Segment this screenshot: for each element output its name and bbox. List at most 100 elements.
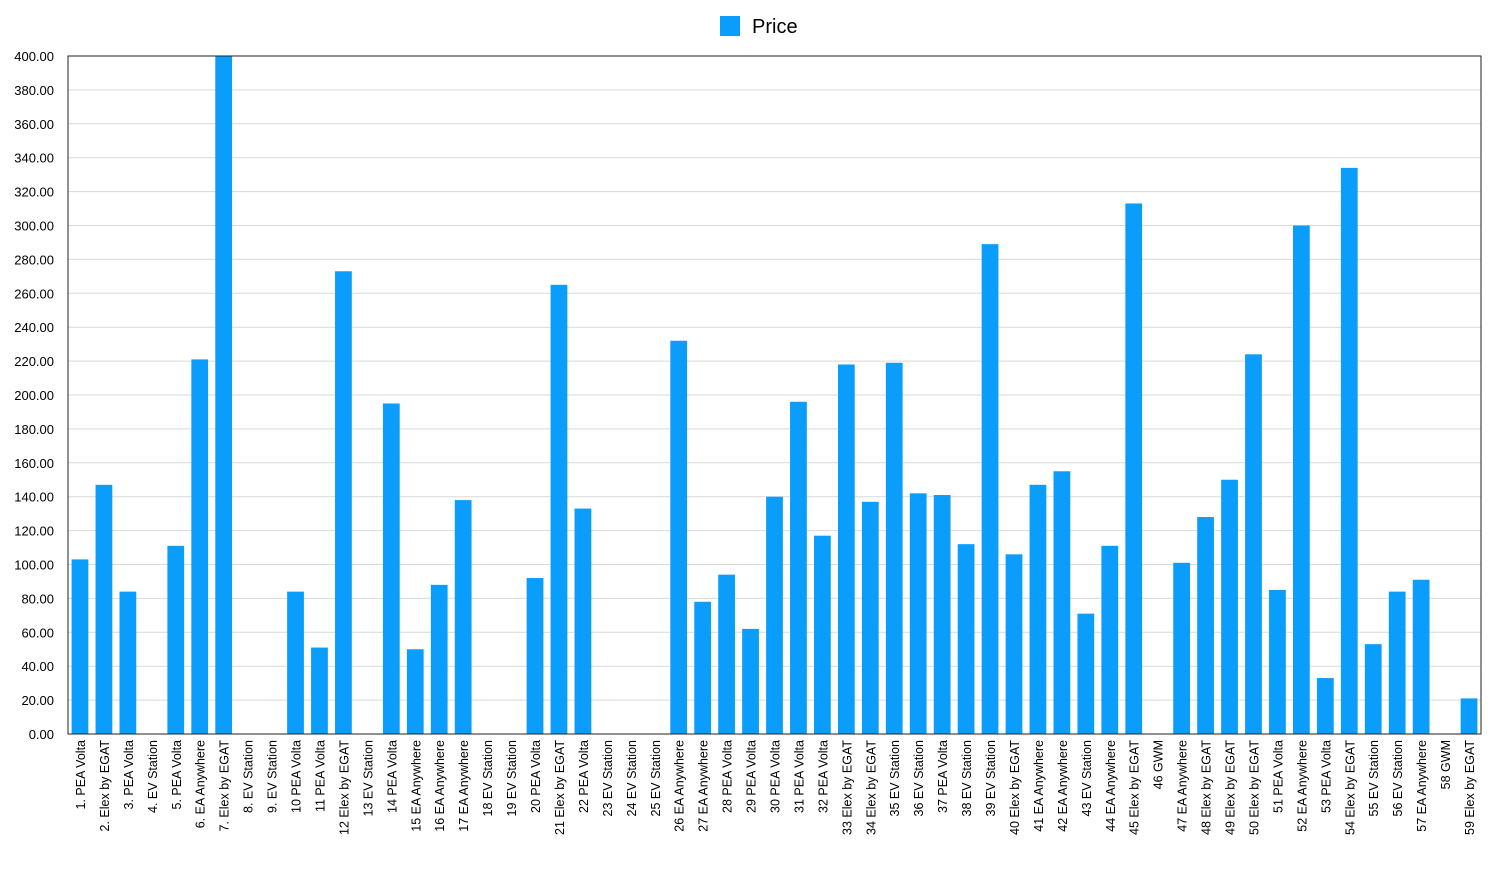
- x-tick-label: 23 EV Station: [601, 740, 615, 816]
- x-tick-label: 20 PEA Volta: [529, 740, 543, 813]
- x-tick-label: 59 Elex by EGAT: [1463, 740, 1477, 835]
- bar: [1053, 471, 1071, 734]
- bar: [1125, 203, 1143, 735]
- x-tick-label: 48 Elex by EGAT: [1200, 740, 1214, 835]
- x-tick-label: 46 GWM: [1152, 740, 1166, 789]
- y-tick-label: 260.00: [14, 286, 54, 301]
- x-tick-label: 12 Elex by EGAT: [337, 740, 351, 835]
- x-tick-label: 56 EV Station: [1391, 740, 1405, 816]
- y-tick-label: 360.00: [14, 117, 54, 132]
- x-tick-label: 27 EA Anywhere: [697, 740, 711, 832]
- bar: [550, 284, 568, 734]
- x-tick-label: 38 EV Station: [960, 740, 974, 816]
- y-tick-label: 120.00: [14, 524, 54, 539]
- x-tick-label: 52 EA Anywhere: [1295, 740, 1309, 832]
- plot-frame: [67, 55, 1482, 735]
- bar: [167, 545, 185, 734]
- x-tick-label: 33 Elex by EGAT: [840, 740, 854, 835]
- x-tick-label: 55 EV Station: [1367, 740, 1381, 816]
- y-tick-label: 320.00: [14, 185, 54, 200]
- legend-swatch: [720, 16, 740, 36]
- y-tick-label: 380.00: [14, 83, 54, 98]
- bar: [1269, 589, 1286, 734]
- y-tick-label: 240.00: [14, 320, 54, 335]
- bar: [1340, 167, 1358, 734]
- x-tick-label: 21 Elex by EGAT: [553, 740, 567, 835]
- x-tick-label: 57 EA Anywhere: [1415, 740, 1429, 832]
- bar: [311, 647, 328, 734]
- bar: [814, 535, 831, 734]
- y-tick-label: 40.00: [21, 659, 54, 674]
- x-tick-label: 18 EV Station: [481, 740, 495, 816]
- y-tick-label: 200.00: [14, 388, 54, 403]
- x-tick-label: 10 PEA Volta: [290, 740, 304, 813]
- bar: [861, 501, 879, 734]
- legend: Price: [720, 16, 798, 38]
- x-tick-label: 31 PEA Volta: [792, 740, 806, 813]
- bar: [1029, 484, 1047, 734]
- bar: [1412, 579, 1430, 734]
- bar: [1364, 644, 1382, 734]
- bar: [191, 359, 209, 734]
- bar: [287, 591, 304, 734]
- y-tick-label: 140.00: [14, 490, 54, 505]
- x-tick-label: 30 PEA Volta: [769, 740, 783, 813]
- x-tick-label: 40 Elex by EGAT: [1008, 740, 1022, 835]
- y-tick-label: 400.00: [14, 49, 54, 64]
- x-tick-label: 42 EA Anywhere: [1056, 740, 1070, 832]
- bar: [119, 591, 137, 734]
- bar: [718, 574, 735, 734]
- x-tick-label: 36 EV Station: [912, 740, 926, 816]
- x-tick-label: 43 EV Station: [1080, 740, 1094, 816]
- x-tick-label: 37 PEA Volta: [936, 740, 950, 813]
- x-tick-label: 14 PEA Volta: [385, 740, 399, 813]
- x-tick-label: 53 PEA Volta: [1319, 740, 1333, 813]
- bar: [1460, 698, 1478, 734]
- bar: [1005, 554, 1023, 734]
- bar: [526, 578, 544, 734]
- x-tick-label: 39 EV Station: [984, 740, 998, 816]
- bar: [95, 484, 113, 734]
- bar: [430, 584, 448, 734]
- x-tick-label: 50 Elex by EGAT: [1247, 740, 1261, 835]
- bar: [670, 340, 688, 734]
- bar: [1292, 225, 1310, 734]
- x-tick-label: 4. EV Station: [146, 740, 160, 813]
- y-tick-label: 340.00: [14, 151, 54, 166]
- bar: [694, 601, 712, 734]
- x-tick-label: 11 PEA Volta: [313, 740, 327, 812]
- x-tick-label: 15 EA Anywhere: [409, 740, 423, 832]
- bar: [1101, 545, 1119, 734]
- x-tick-label: 22 PEA Volta: [577, 740, 591, 813]
- bar: [933, 495, 951, 734]
- bar: [1173, 562, 1191, 734]
- bar: [957, 544, 975, 734]
- legend-label: Price: [752, 16, 798, 38]
- x-tick-label: 9. EV Station: [266, 740, 280, 813]
- y-tick-label: 300.00: [14, 219, 54, 234]
- x-tick-label: 13 EV Station: [361, 740, 375, 816]
- x-tick-label: 1. PEA Volta: [74, 740, 88, 810]
- bar: [766, 496, 783, 734]
- x-tick-label: 7. Elex by EGAT: [218, 740, 232, 832]
- x-tick-label: 19 EV Station: [505, 740, 519, 816]
- x-tick-label: 45 Elex by EGAT: [1128, 740, 1142, 835]
- bar: [837, 364, 855, 734]
- x-tick-label: 47 EA Anywhere: [1176, 740, 1190, 832]
- x-tick-label: 51 PEA Volta: [1271, 740, 1285, 813]
- bar: [1197, 517, 1214, 734]
- bar: [71, 559, 89, 734]
- x-tick-label: 5. PEA Volta: [170, 740, 184, 810]
- bar: [981, 244, 999, 734]
- gridlines: [68, 55, 1481, 735]
- x-tick-label: 3. PEA Volta: [122, 740, 136, 810]
- bar: [790, 401, 807, 734]
- bar: [406, 649, 424, 734]
- x-axis: 1. PEA Volta 2. Elex by EGAT 3. PEA Volta 4…: [74, 740, 1477, 835]
- y-tick-label: 60.00: [21, 625, 54, 640]
- x-tick-label: 34 Elex by EGAT: [864, 740, 878, 835]
- y-tick-label: 0.00: [29, 727, 54, 742]
- x-tick-label: 17 EA Anywhere: [457, 740, 471, 832]
- x-tick-label: 28 PEA Volta: [721, 740, 735, 813]
